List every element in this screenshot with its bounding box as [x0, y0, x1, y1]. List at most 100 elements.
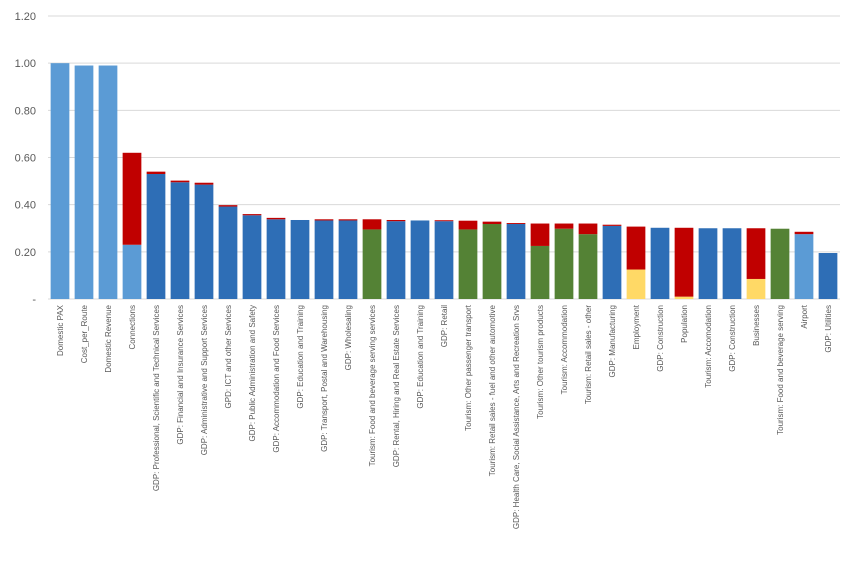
x-tick-label: GDP: Rental, Hiring and Real Estate Serv…	[392, 305, 401, 467]
y-tick-label: 1.20	[15, 11, 36, 23]
bar-segment	[530, 223, 550, 246]
x-tick-label: GDP: Manufacturing	[608, 305, 617, 377]
x-tick-label: Tourism: Retail sales - other	[584, 305, 593, 404]
x-tick-label: Tourism: Accomodation	[704, 305, 713, 388]
bar-stack	[818, 253, 838, 299]
bar-segment	[194, 182, 214, 185]
x-tick-label: GDP: Administrative and Support Services	[200, 305, 209, 455]
bar-segment	[434, 221, 454, 299]
bar-stack	[362, 219, 382, 299]
bar-stack	[794, 231, 814, 299]
bar-stack	[290, 219, 310, 299]
bar-segment	[386, 219, 406, 222]
x-tick-label: Connections	[128, 305, 137, 349]
bar-stack	[434, 220, 454, 299]
bar-segment	[626, 269, 646, 299]
bar-segment	[98, 65, 118, 300]
x-tick-label: Tourism: Food and beverage serving	[776, 305, 785, 435]
bar-segment	[362, 229, 382, 299]
bar-segment	[218, 205, 238, 207]
bar-segment	[554, 223, 574, 229]
bar-segment	[602, 224, 622, 226]
bar-stack	[482, 221, 502, 299]
bar-stack	[626, 226, 646, 299]
x-tick-label: Tourism: Other tourism products	[536, 305, 545, 419]
bars	[50, 63, 838, 300]
bar-segment	[410, 220, 430, 299]
y-tick-label: 0.40	[15, 200, 36, 212]
bar-segment	[50, 63, 70, 299]
bar-segment	[74, 65, 94, 300]
bar-stack	[146, 171, 166, 299]
bar-segment	[770, 228, 790, 299]
bar-segment	[458, 229, 478, 299]
x-tick-label: GDP: Financial and Insurance Services	[176, 305, 185, 445]
bar-stack	[170, 180, 190, 299]
bar-segment	[482, 224, 502, 299]
bar-stack	[218, 205, 238, 299]
bar-segment	[818, 253, 838, 299]
bar-segment	[722, 228, 742, 299]
bar-stack	[746, 228, 766, 299]
x-tick-label: Tourism: Accommodation	[560, 305, 569, 394]
bar-stack	[338, 219, 358, 299]
bar-stack	[530, 223, 550, 299]
bar-segment	[458, 220, 478, 230]
bar-stack	[458, 220, 478, 299]
x-tick-label: GDP: Construction	[656, 305, 665, 372]
bar-segment	[338, 220, 358, 299]
bar-stack	[578, 223, 598, 299]
y-tick-label: -	[32, 294, 36, 306]
bar-segment	[122, 244, 142, 299]
x-tick-label: GDP: Transport, Postal and Warehousing	[320, 305, 329, 452]
bar-stack	[602, 224, 622, 299]
bar-stack	[650, 227, 670, 299]
x-tick-label: GDP: Wholesaling	[344, 305, 353, 370]
bar-segment	[266, 217, 286, 220]
bar-segment	[338, 219, 358, 221]
y-tick-label: 0.20	[15, 247, 36, 259]
y-axis-ticks: - 0.20 0.40 0.60 0.80 1.00 1.20	[15, 11, 37, 306]
bar-stack	[194, 182, 214, 299]
x-tick-label: Employment	[632, 304, 641, 349]
x-tick-label: Airport	[800, 304, 809, 328]
bar-stack	[386, 219, 406, 299]
bar-stack	[314, 219, 334, 299]
bar-segment	[242, 215, 262, 299]
bar-segment	[746, 228, 766, 279]
bar-stack	[698, 228, 718, 299]
bar-segment	[266, 219, 286, 299]
x-tick-label: GDP: Accommodation and Food Services	[272, 305, 281, 453]
x-tick-label: GDP: Education and Training	[296, 305, 305, 409]
bar-segment	[746, 278, 766, 299]
bar-segment	[794, 234, 814, 299]
bar-segment	[194, 184, 214, 299]
bar-segment	[314, 219, 334, 221]
bar-stack	[722, 228, 742, 299]
bar-stack	[410, 220, 430, 299]
bar-segment	[506, 223, 526, 225]
bar-segment	[674, 296, 694, 299]
x-tick-label: GDP: Education and Training	[416, 305, 425, 409]
x-tick-label: GDP: Public Administration and Safety	[248, 305, 257, 442]
bar-stack	[506, 223, 526, 299]
x-tick-label: GDP: Construction	[728, 305, 737, 372]
bar-segment	[794, 231, 814, 235]
bar-segment	[578, 223, 598, 235]
bar-segment	[122, 152, 142, 245]
bar-segment	[434, 220, 454, 222]
bar-stack	[50, 63, 70, 299]
bar-segment	[554, 228, 574, 299]
x-tick-label: GDP: Utilities	[824, 305, 833, 353]
bar-segment	[482, 221, 502, 225]
x-tick-label: Tourism: Other passenger transport	[464, 304, 473, 431]
x-tick-label: GDP: Health Care, Social Assistance, Art…	[512, 305, 521, 529]
bar-stack	[122, 152, 142, 299]
bar-segment	[314, 220, 334, 299]
bar-segment	[506, 224, 526, 299]
bar-segment	[674, 227, 694, 297]
x-tick-label: Domestic PAX	[56, 304, 65, 356]
x-tick-label: Tourism: Food and beverage serving servi…	[368, 305, 377, 466]
bar-stack	[554, 223, 574, 299]
